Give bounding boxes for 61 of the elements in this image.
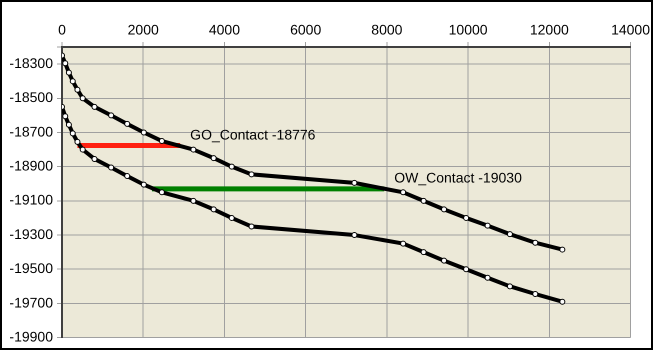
point: [532, 291, 538, 298]
point: [190, 198, 196, 204]
point: [228, 164, 235, 170]
y-tick-label: -19100: [9, 192, 54, 208]
point: [400, 189, 406, 196]
point: [441, 258, 448, 264]
point: [62, 60, 68, 66]
x-tick-label: 12000: [530, 21, 569, 38]
point: [140, 182, 147, 188]
point: [559, 298, 566, 305]
point: [420, 249, 427, 256]
x-tick-label: 14000: [611, 21, 650, 38]
annotation: GO_Contact -18776: [190, 126, 316, 142]
point: [91, 156, 98, 162]
point: [140, 129, 147, 136]
x-tick-label: 10000: [448, 21, 488, 38]
point: [66, 122, 72, 128]
y-tick-label: -19700: [9, 294, 54, 310]
x-tick-label: 6000: [290, 21, 322, 38]
x-tick-label: 8000: [371, 21, 403, 38]
point: [108, 164, 114, 171]
point: [190, 146, 196, 153]
y-tick-label: -19900: [9, 328, 54, 344]
point: [124, 120, 130, 127]
x-tick-label: 0: [58, 21, 66, 38]
point: [484, 274, 491, 281]
y-tick-label: -18500: [9, 89, 54, 106]
point: [124, 173, 130, 180]
point: [400, 240, 406, 247]
point: [441, 206, 448, 212]
point: [62, 113, 68, 120]
point: [210, 206, 217, 212]
point: [506, 283, 513, 290]
point: [66, 70, 72, 76]
point: [74, 86, 80, 93]
point: [210, 155, 217, 162]
y-tick-label: -18300: [9, 54, 54, 71]
point: [463, 266, 470, 272]
annotation: OW_Contact -19030: [394, 170, 522, 186]
x-tick-label: 4000: [208, 21, 240, 38]
point: [506, 231, 513, 238]
point: [70, 130, 76, 136]
x-tick-label: 2000: [128, 21, 159, 38]
point: [158, 189, 165, 196]
point: [80, 146, 86, 153]
point: [559, 246, 566, 253]
point: [80, 95, 86, 102]
point: [228, 214, 235, 221]
point: [484, 222, 491, 229]
point: [420, 198, 427, 204]
point: [108, 112, 114, 118]
y-tick-label: -19500: [9, 260, 54, 276]
point: [74, 138, 80, 145]
point: [532, 240, 538, 246]
point: [463, 214, 470, 221]
point: [158, 138, 165, 144]
y-tick-label: -18700: [9, 123, 54, 140]
y-tick-label: -18900: [9, 158, 54, 174]
y-tick-label: -19300: [9, 226, 54, 242]
point: [70, 78, 76, 84]
point: [91, 104, 98, 110]
